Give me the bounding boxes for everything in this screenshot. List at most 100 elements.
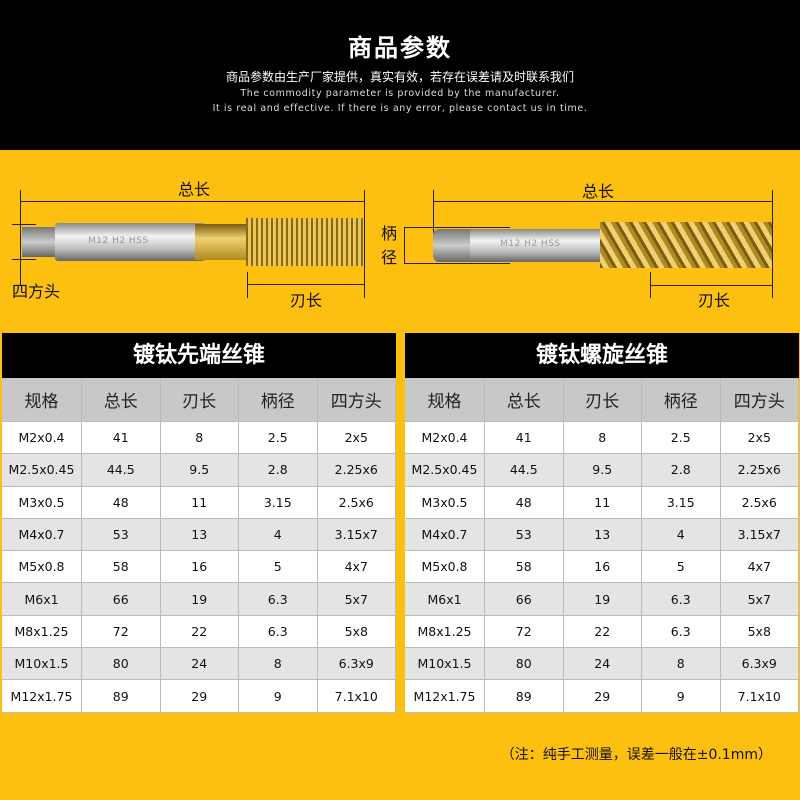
table-cell: M12x1.75: [2, 680, 82, 713]
table-cell: 53: [485, 518, 564, 552]
table-row: M12x1.75 89 29 9 7.1x10: [405, 680, 799, 713]
blade-length-label: 刃长: [290, 291, 323, 310]
table-cell: 48: [82, 486, 161, 519]
table-cell: M8x1.25: [2, 615, 82, 649]
table-cell: 29: [563, 680, 642, 713]
column-header: 总长: [485, 378, 564, 422]
table-cell: 66: [485, 583, 564, 616]
table-cell: 58: [82, 551, 161, 584]
table-row: M3x0.5 48 11 3.15 2.5x6: [2, 486, 396, 519]
table-cell: M3x0.5: [2, 486, 82, 519]
square-head-label: 四方头: [12, 282, 61, 301]
column-header: 柄径: [239, 378, 318, 422]
table-cell: 4x7: [720, 551, 799, 584]
table-cell: 2.25x6: [317, 454, 396, 487]
table-cell: 9.5: [160, 454, 239, 487]
table-row: M4x0.7 53 13 4 3.15x7: [2, 518, 396, 552]
table-row: M5x0.8 58 16 5 4x7: [405, 551, 799, 584]
table-cell: 19: [563, 583, 642, 616]
table-cell: 6.3: [239, 615, 318, 649]
table-cell: M2x0.4: [2, 422, 82, 455]
table-title: 镀钛螺旋丝锥: [535, 343, 668, 368]
table-cell: M4x0.7: [405, 518, 485, 552]
table-cell: M3x0.5: [405, 486, 485, 519]
measurement-note: （注：纯手工测量，误差一般在±0.1mm）: [500, 747, 772, 763]
table-row: M2.5x0.45 44.5 9.5 2.8 2.25x6: [405, 454, 799, 487]
table-cell: M6x1: [2, 583, 82, 616]
table-row: M2x0.4 41 8 2.5 2x5: [405, 422, 799, 455]
table-cell: 2.5: [642, 422, 721, 455]
table-cell: 13: [563, 518, 642, 552]
table-row: M2x0.4 41 8 2.5 2x5: [2, 422, 396, 455]
table-cell: M2.5x0.45: [405, 454, 485, 487]
table-cell: 8: [239, 648, 318, 681]
table-cell: 7.1x10: [720, 680, 799, 713]
table-cell: 5x7: [317, 583, 396, 616]
table-cell: 89: [485, 680, 564, 713]
table-cell: 6.3: [239, 583, 318, 616]
table-cell: 3.15x7: [720, 518, 799, 552]
column-header: 规格: [405, 378, 485, 422]
table-cell: 72: [82, 615, 161, 649]
table-cell: 11: [160, 486, 239, 519]
table-title: 镀钛先端丝锥: [132, 343, 265, 368]
table-cell: 53: [82, 518, 161, 552]
header-row: 规格 总长 刃长 柄径 四方头: [405, 378, 799, 422]
table-cell: 41: [485, 422, 564, 455]
left-tool-marking: M12 H2 HSS: [88, 236, 149, 246]
column-header: 柄径: [642, 378, 721, 422]
table-cell: 3.15x7: [317, 518, 396, 552]
table-cell: 11: [563, 486, 642, 519]
table-cell: 6.3: [642, 615, 721, 649]
table-cell: 9: [642, 680, 721, 713]
table-cell: 5: [239, 551, 318, 584]
table-row: M10x1.5 80 24 8 6.3x9: [2, 648, 396, 681]
table-cell: 58: [485, 551, 564, 584]
table-row: M4x0.7 53 13 4 3.15x7: [405, 518, 799, 552]
table-cell: 2.25x6: [720, 454, 799, 487]
table-cell: 3.15: [642, 486, 721, 519]
table-cell: M2.5x0.45: [2, 454, 82, 487]
table-cell: 6.3: [642, 583, 721, 616]
table-row: M12x1.75 89 29 9 7.1x10: [2, 680, 396, 713]
table-row: M6x1 66 19 6.3 5x7: [405, 583, 799, 616]
header-row: 规格 总长 刃长 柄径 四方头: [2, 378, 396, 422]
table-cell: 2.5: [239, 422, 318, 455]
page-title: 商品参数: [348, 34, 452, 62]
table-cell: 89: [82, 680, 161, 713]
table-cell: 2.8: [642, 454, 721, 487]
column-header: 刃长: [160, 378, 239, 422]
table-cell: 8: [642, 648, 721, 681]
table-cell: 19: [160, 583, 239, 616]
table-cell: 4: [239, 518, 318, 552]
subtitle-en-2: It is real and effective. If there is an…: [212, 103, 588, 114]
table-cell: 66: [82, 583, 161, 616]
table-cell: 29: [160, 680, 239, 713]
table-cell: 16: [563, 551, 642, 584]
table-cell: 44.5: [485, 454, 564, 487]
table-cell: 72: [485, 615, 564, 649]
table-cell: 24: [160, 648, 239, 681]
table-cell: 22: [160, 615, 239, 649]
table-cell: 2x5: [720, 422, 799, 455]
right-tool-marking: M12 H2 HSS: [500, 239, 561, 249]
table-cell: 2x5: [317, 422, 396, 455]
column-header: 刃长: [563, 378, 642, 422]
subtitle-cn: 商品参数由生产厂家提供，真实有效，若存在误差请及时联系我们: [225, 70, 574, 84]
shank-dia-label: 柄径: [381, 224, 398, 267]
table-cell: M10x1.5: [2, 648, 82, 681]
table-cell: 2.5x6: [720, 486, 799, 519]
table-cell: M8x1.25: [405, 615, 485, 649]
table-cell: M12x1.75: [405, 680, 485, 713]
table-cell: 6.3x9: [317, 648, 396, 681]
table-cell: 8: [563, 422, 642, 455]
table-cell: M6x1: [405, 583, 485, 616]
table-cell: 80: [485, 648, 564, 681]
table-titanium-point-tap: 镀钛先端丝锥 规格 总长 刃长 柄径 四方头 M2x0.4 41 8 2.5 2x5 M2.5x0.…: [2, 333, 396, 713]
table-cell: M10x1.5: [405, 648, 485, 681]
table-cell: M2x0.4: [405, 422, 485, 455]
total-length-label: 总长: [178, 180, 211, 199]
table-cell: 9: [239, 680, 318, 713]
subtitle-en-1: The commodity parameter is provided by t…: [240, 88, 560, 99]
table-cell: 8: [160, 422, 239, 455]
